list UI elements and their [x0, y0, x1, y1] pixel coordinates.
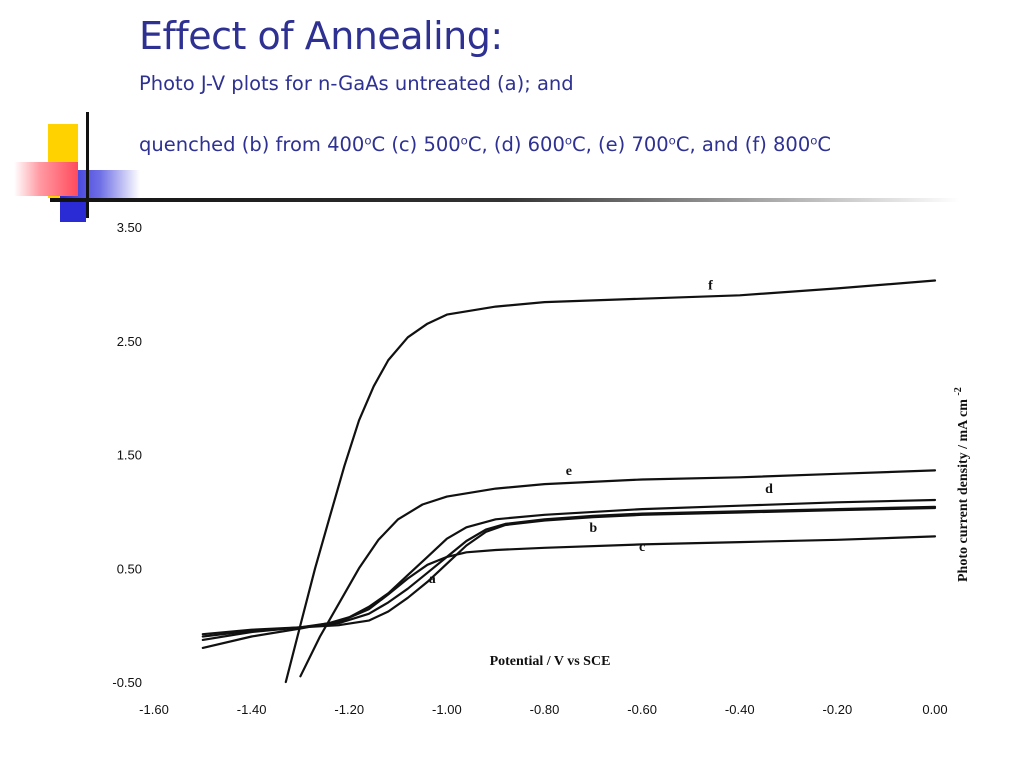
series-f-line [284, 279, 937, 684]
subtitle-text: quenched (b) from 400 [139, 133, 365, 156]
x-tick-label: -0.80 [530, 702, 560, 717]
y-tick-label: 3.50 [117, 220, 142, 235]
series-c-line [201, 535, 937, 638]
series-a-label: a [429, 572, 436, 587]
series-c-label: c [639, 540, 645, 555]
y-axis-label: Photo current density / mA cm -2 [953, 387, 971, 582]
y-tick-label: 2.50 [117, 334, 142, 349]
decor-red-gradient [14, 162, 78, 196]
subtitle-line-2: quenched (b) from 400oC (c) 500oC, (d) 6… [139, 133, 831, 156]
x-tick-label: -1.60 [139, 702, 169, 717]
series-e-line [299, 469, 937, 678]
page-title: Effect of Annealing: [139, 14, 503, 58]
y-tick-label: -0.50 [112, 675, 142, 690]
x-axis-label: Potential / V vs SCE [490, 654, 611, 669]
subtitle-line-1: Photo J-V plots for n-GaAs untreated (a)… [139, 72, 574, 95]
decor-vertical-line [86, 112, 89, 218]
subtitle-text: C, and (f) 800 [675, 133, 811, 156]
series-f-label: f [708, 279, 713, 294]
subtitle-text: C (c) 500 [371, 133, 461, 156]
series-d-label: d [765, 482, 773, 497]
subtitle-text: C, (d) 600 [467, 133, 565, 156]
y-tick-label: 0.50 [117, 561, 142, 576]
degree-mark: o [460, 133, 468, 148]
x-tick-label: 0.00 [922, 702, 947, 717]
decor-horizontal-rule [50, 198, 960, 202]
x-tick-label: -1.20 [334, 702, 364, 717]
x-tick-label: -0.20 [823, 702, 853, 717]
x-tick-label: -1.40 [237, 702, 267, 717]
x-tick-label: -0.60 [627, 702, 657, 717]
degree-mark: o [564, 133, 573, 148]
subtitle-text: C [817, 133, 832, 156]
series-b-label: b [589, 521, 597, 536]
series-e-label: e [566, 464, 572, 479]
subtitle-text: C, (e) 700 [572, 133, 669, 156]
x-tick-label: -1.00 [432, 702, 462, 717]
x-tick-label: -0.40 [725, 702, 755, 717]
series-d-line [201, 498, 937, 649]
degree-mark: o [668, 133, 676, 148]
y-tick-label: 1.50 [117, 448, 142, 463]
degree-mark: o [364, 133, 372, 148]
degree-mark: o [810, 133, 818, 148]
series-b-line [201, 505, 937, 636]
